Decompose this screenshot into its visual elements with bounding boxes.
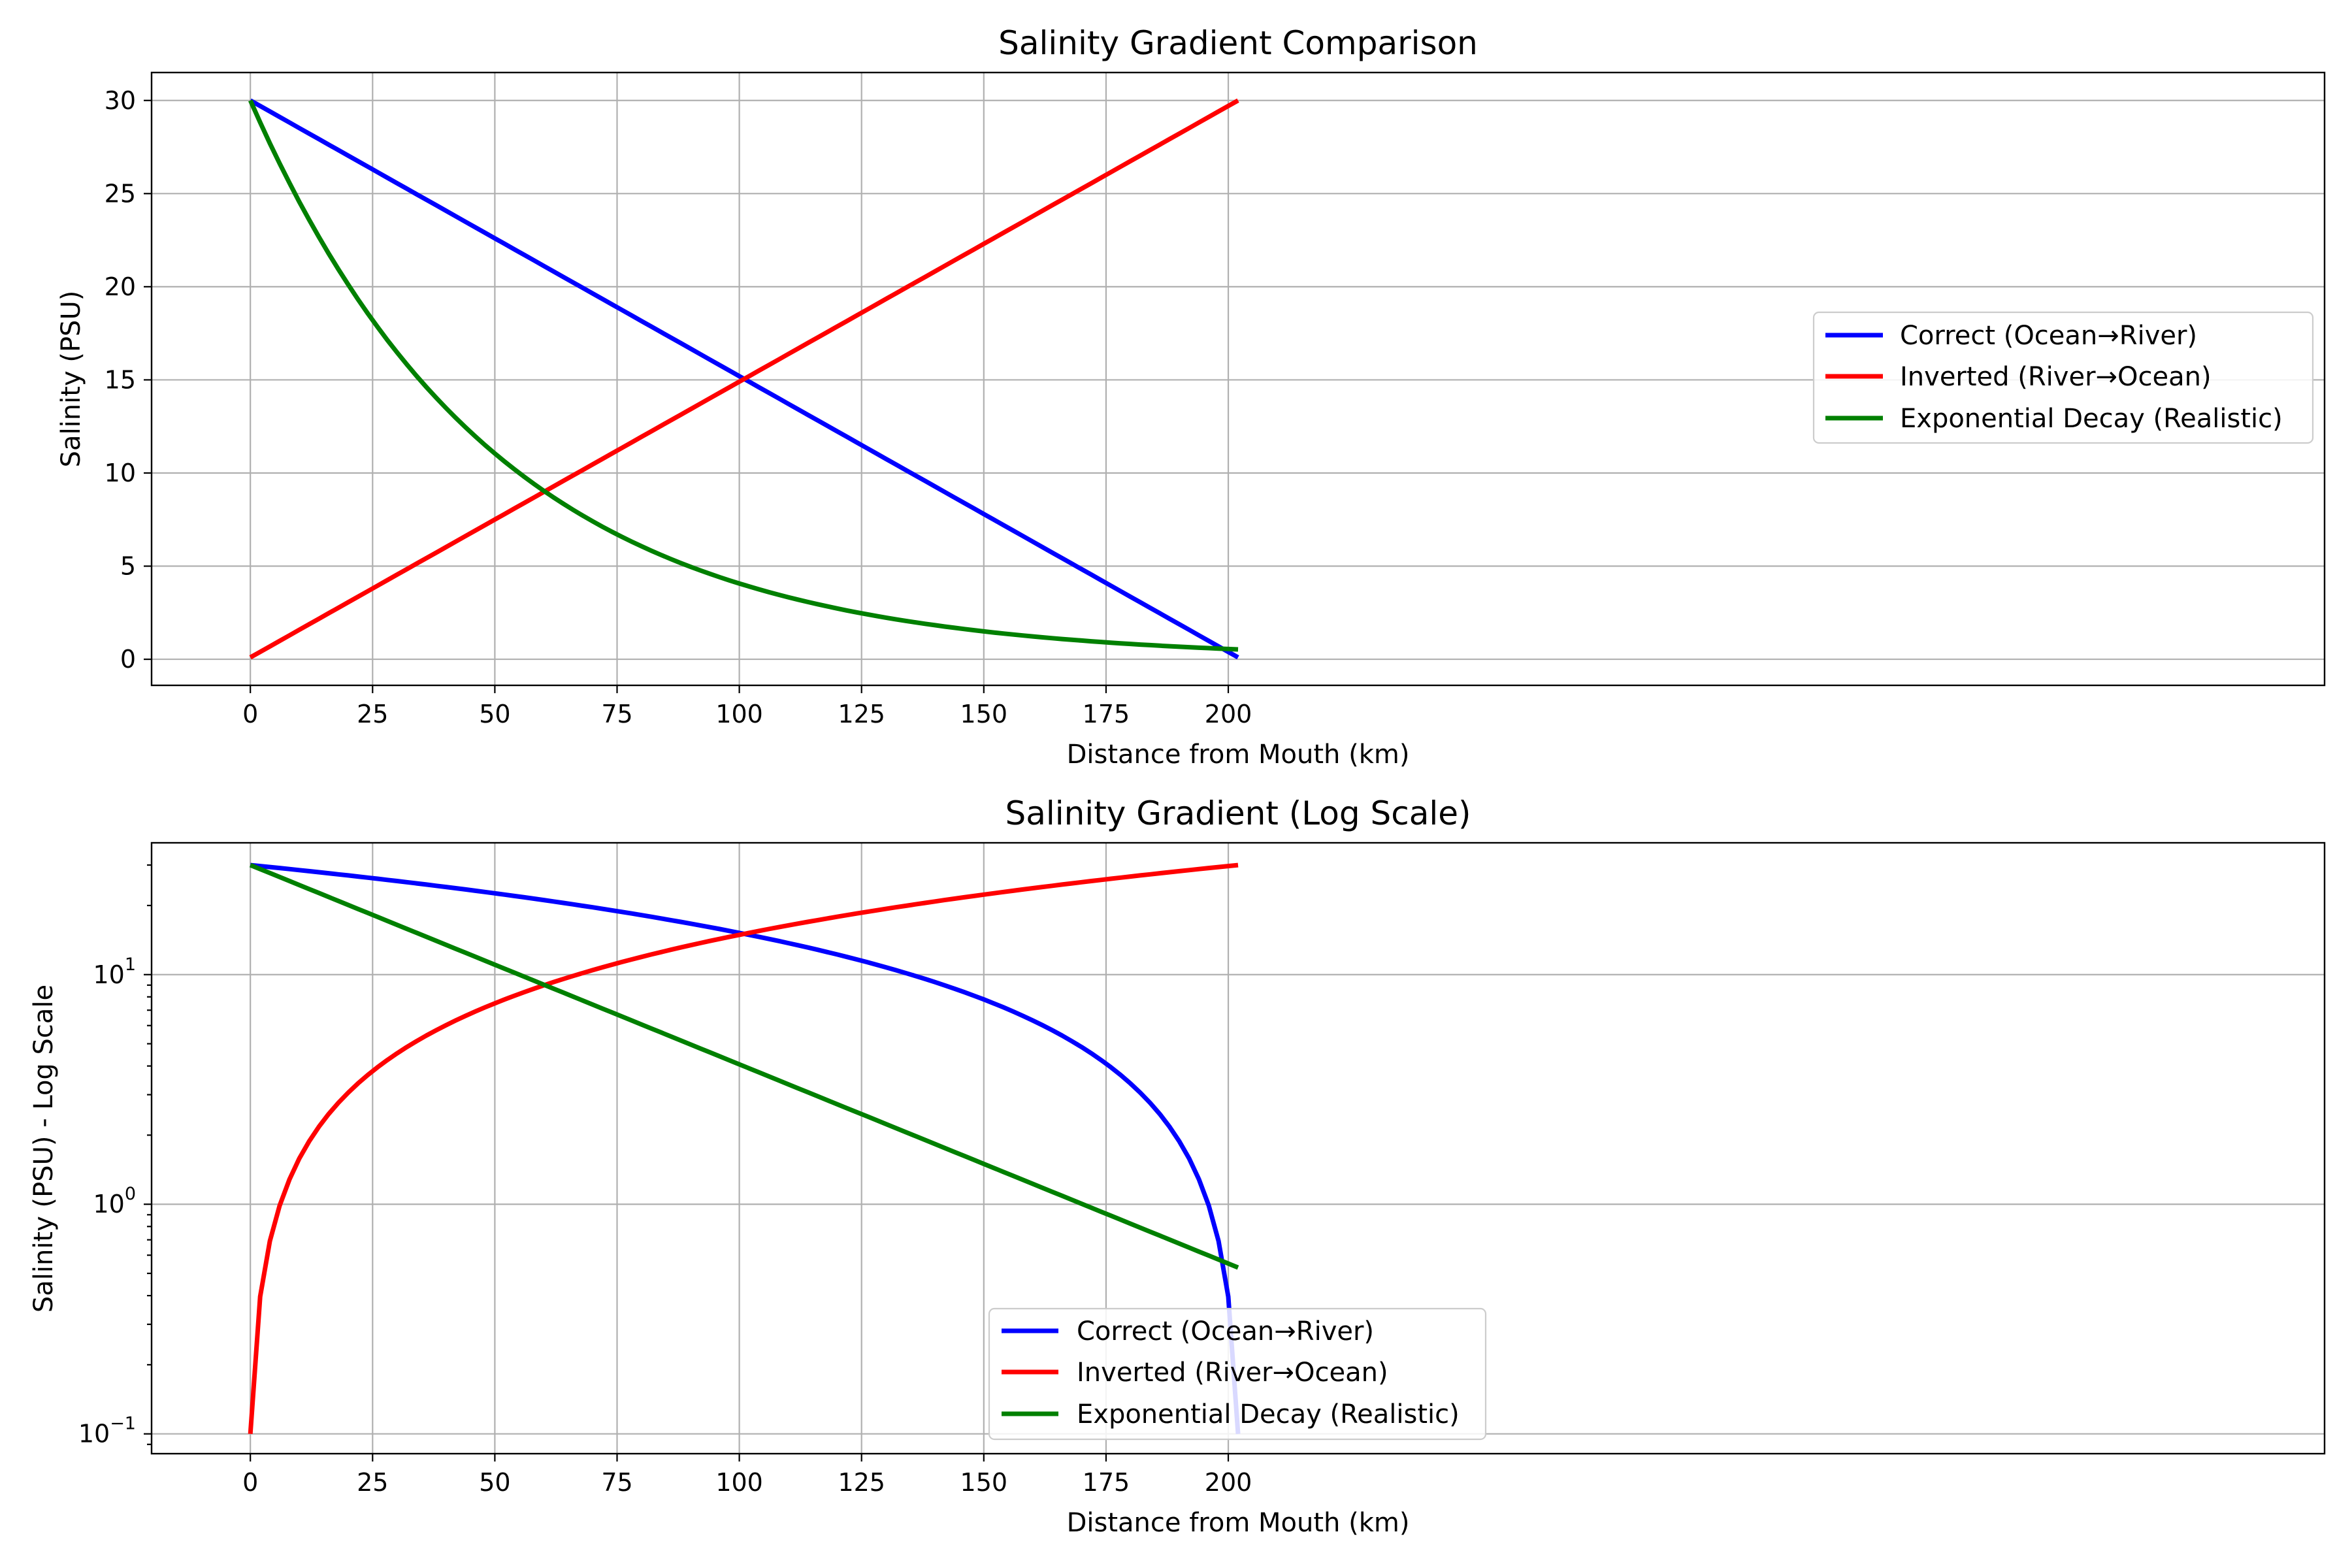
y-tick-label: 15 <box>105 365 136 394</box>
x-tick-label: 125 <box>838 700 885 728</box>
x-tick-label: 75 <box>601 1468 632 1497</box>
series-lines <box>248 862 1241 1434</box>
legend-item: Exponential Decay (Realistic) <box>1002 1399 1460 1429</box>
legend-item: Inverted (River→Ocean) <box>1825 362 2212 392</box>
y-tick-label: 101 <box>93 955 136 989</box>
legend: Correct (Ocean→River) Inverted (River→Oc… <box>988 1307 1487 1441</box>
x-tick-label: 175 <box>1083 700 1130 728</box>
y-axis-label: Salinity (PSU) <box>56 291 86 468</box>
y-tick-label: 25 <box>105 179 136 208</box>
legend-label: Inverted (River→Ocean) <box>1900 362 2212 392</box>
y-axis-ticks: 0 5 10 15 20 25 30 <box>105 86 152 674</box>
plot-frame <box>150 841 2326 1455</box>
y-axis-label: Salinity (PSU) - Log Scale <box>29 985 59 1313</box>
x-tick-label: 200 <box>1205 1468 1252 1497</box>
x-tick-label: 25 <box>357 700 388 728</box>
legend-label: Exponential Decay (Realistic) <box>1900 404 2283 434</box>
x-axis-ticks: 0 25 50 75 100 125 150 175 200 <box>242 1454 1252 1497</box>
series-line <box>248 862 1239 1434</box>
legend-label: Correct (Ocean→River) <box>1900 321 2197 351</box>
series-line <box>249 98 1239 660</box>
legend-item: Correct (Ocean→River) <box>1825 321 2197 351</box>
x-tick-label: 0 <box>242 1468 258 1497</box>
log-scale-panel: Salinity Gradient (Log Scale) 0 25 50 75 100… <box>29 794 2326 1538</box>
x-tick-label: 100 <box>715 700 763 728</box>
y-tick-label: 30 <box>105 86 136 115</box>
x-axis-ticks: 0 25 50 75 100 125 150 175 200 <box>242 685 1252 728</box>
legend-label: Correct (Ocean→River) <box>1077 1316 1374 1347</box>
y-axis-ticks: 10−1 100 101 <box>78 864 152 1448</box>
legend-box <box>1812 311 2314 444</box>
plot-frame <box>150 71 2326 687</box>
legend-box <box>988 1307 1487 1441</box>
x-tick-label: 150 <box>960 1468 1008 1497</box>
y-tick-label: 20 <box>105 272 136 301</box>
legend-item: Inverted (River→Ocean) <box>1002 1358 1388 1388</box>
x-axis-label: Distance from Mouth (km) <box>1067 740 1410 770</box>
x-tick-label: 0 <box>242 700 258 728</box>
linear-scale-panel: Salinity Gradient Comparison 0 25 50 75 100 1… <box>56 24 2326 770</box>
x-tick-label: 25 <box>357 1468 388 1497</box>
x-axis-label: Distance from Mouth (km) <box>1067 1508 1410 1538</box>
legend-label: Inverted (River→Ocean) <box>1077 1358 1388 1388</box>
x-tick-label: 50 <box>479 700 510 728</box>
chart-title: Salinity Gradient (Log Scale) <box>1005 794 1471 832</box>
x-tick-label: 100 <box>715 1468 763 1497</box>
y-tick-label: 5 <box>120 552 136 581</box>
legend-label: Exponential Decay (Realistic) <box>1077 1399 1460 1429</box>
x-tick-label: 200 <box>1205 700 1252 728</box>
y-tick-label: 0 <box>120 645 136 674</box>
x-tick-label: 125 <box>838 1468 885 1497</box>
x-tick-label: 75 <box>601 700 632 728</box>
series-line <box>248 99 1239 652</box>
legend-item: Exponential Decay (Realistic) <box>1825 404 2283 434</box>
x-tick-label: 50 <box>479 1468 510 1497</box>
chart-title: Salinity Gradient Comparison <box>998 24 1478 62</box>
y-tick-label: 10−1 <box>78 1414 136 1448</box>
legend: Correct (Ocean→River) Inverted (River→Oc… <box>1812 311 2314 444</box>
legend-item: Correct (Ocean→River) <box>1002 1316 1374 1347</box>
y-tick-label: 100 <box>93 1184 136 1218</box>
y-tick-label: 10 <box>105 459 136 487</box>
series-line <box>249 862 1239 1270</box>
x-tick-label: 150 <box>960 700 1008 728</box>
x-tick-label: 175 <box>1083 1468 1130 1497</box>
series-lines <box>248 98 1239 660</box>
